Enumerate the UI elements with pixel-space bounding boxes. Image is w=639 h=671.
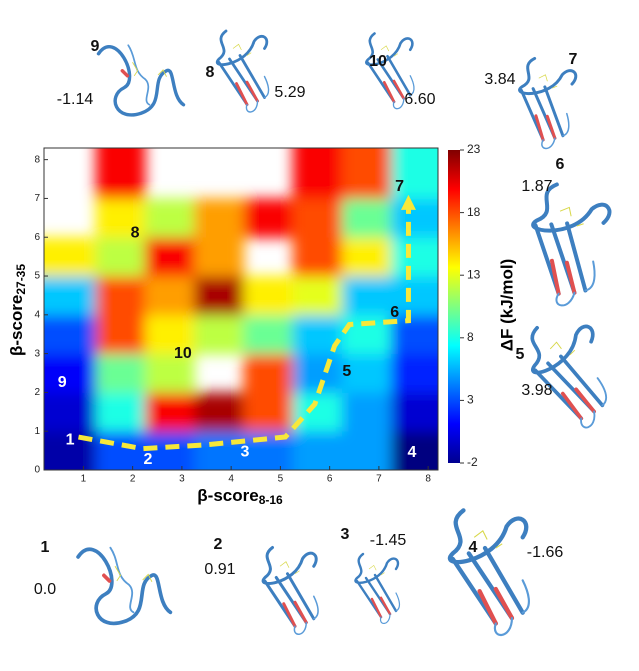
heatmap-cell: [194, 392, 244, 431]
figure: ΔF (kJ/mol) β-score8-16 β-score27-35 123…: [0, 0, 639, 671]
x-tick-label: 5: [278, 474, 284, 485]
x-axis-label: β-score8-16: [197, 486, 283, 507]
colorbar-tick-label: 8: [467, 330, 474, 344]
colorbar-tick-label: 3: [467, 393, 474, 407]
structure-label: 6: [556, 156, 565, 173]
y-tick-label: 1: [34, 426, 40, 437]
heatmap-cell: [194, 315, 244, 354]
heatmap-cell: [96, 315, 146, 354]
x-tick-label: 7: [376, 474, 382, 485]
structure-label: 3: [341, 526, 350, 543]
colorbar-tick-label: 23: [467, 142, 481, 156]
state-label: 4: [407, 444, 416, 461]
heatmap-cell: [243, 198, 293, 237]
state-label: 7: [395, 178, 404, 195]
heatmap-cell: [293, 354, 343, 393]
y-tick-label: 3: [34, 348, 40, 359]
structure-energy: 5.29: [274, 84, 305, 101]
heatmap-cell: [194, 198, 244, 237]
structure-label: 9: [91, 38, 100, 55]
state-label: 2: [143, 451, 152, 468]
state-label: 8: [131, 225, 140, 242]
heatmap-cell: [293, 237, 343, 276]
y-tick-label: 7: [34, 193, 40, 204]
y-tick-label: 5: [34, 271, 40, 282]
x-tick-label: 3: [179, 474, 185, 485]
heatmap-cell: [391, 121, 490, 199]
heatmap-cell: [391, 354, 490, 393]
structure-label: 8: [206, 64, 215, 81]
y-axis-label: β-score27-35: [7, 264, 28, 356]
heatmap-cell: [243, 276, 293, 315]
heatmap-cell: [342, 121, 392, 199]
state-label: 10: [174, 345, 192, 362]
heatmap-cell: [96, 237, 146, 276]
heatmap-cell: [293, 392, 343, 431]
structure-label: 4: [469, 539, 478, 556]
heatmap-cell: [0, 354, 96, 393]
y-tick-label: 2: [34, 387, 40, 398]
heatmap-cell: [342, 198, 392, 237]
state-label: 1: [66, 431, 75, 448]
colorbar-label: ΔF (kJ/mol): [497, 259, 516, 352]
heatmap-cell: [293, 198, 343, 237]
state-label: 6: [390, 304, 399, 321]
structure-energy: -1.14: [57, 91, 94, 108]
y-tick-label: 0: [34, 465, 40, 476]
heatmap-cell: [145, 392, 195, 431]
heatmap-cell: [194, 237, 244, 276]
x-axis-label-sub: 8-16: [259, 493, 283, 507]
structure-label: 1: [41, 539, 50, 556]
structure-energy: 3.98: [521, 382, 552, 399]
heatmap-cell: [96, 121, 146, 199]
colorbar-tick-label: -2: [467, 455, 478, 469]
structure-energy: 3.84: [484, 71, 515, 88]
structure-energy: 6.60: [404, 91, 435, 108]
structure-label: 5: [516, 346, 525, 363]
colorbar: [448, 150, 460, 463]
heatmap-cell: [96, 354, 146, 393]
heatmap-cell: [243, 354, 293, 393]
state-label: 3: [240, 443, 249, 460]
state-label: 5: [342, 363, 351, 380]
structure-energy: 1.87: [521, 178, 552, 195]
x-tick-label: 8: [425, 474, 431, 485]
structure-label: 2: [214, 536, 223, 553]
y-tick-label: 4: [34, 309, 40, 320]
x-tick-label: 6: [327, 474, 333, 485]
structure-energy: 0.91: [204, 561, 235, 578]
y-axis-label-main: β-score: [7, 295, 26, 356]
heatmap-cell: [342, 276, 392, 315]
structure-energy: 0.0: [34, 581, 56, 598]
heatmap-cell: [0, 392, 96, 431]
heatmap-cell: [342, 237, 392, 276]
heatmap-cell: [145, 276, 195, 315]
structure-energy: -1.45: [370, 532, 407, 549]
heatmap-cell: [342, 392, 392, 431]
x-tick-label: 4: [228, 474, 234, 485]
heatmap-cell: [243, 315, 293, 354]
colorbar-tick-label: 13: [467, 267, 481, 281]
heatmap-cell: [391, 392, 490, 431]
x-axis-label-main: β-score: [197, 486, 258, 505]
y-tick-label: 8: [34, 154, 40, 165]
structure-label: 7: [569, 51, 578, 68]
heatmap-cell: [96, 276, 146, 315]
structure-energy: -1.66: [527, 544, 564, 561]
state-label: 9: [58, 374, 67, 391]
x-tick-label: 2: [130, 474, 136, 485]
heatmap-cell: [145, 198, 195, 237]
x-tick-label: 1: [81, 474, 87, 485]
y-tick-label: 6: [34, 232, 40, 243]
heatmap-cell: [293, 121, 343, 199]
heatmap-cell: [243, 392, 293, 431]
heatmap-cell: [293, 276, 343, 315]
structure-label: 10: [369, 53, 387, 70]
heatmap-cell: [194, 276, 244, 315]
y-axis-label-sub: 27-35: [14, 264, 28, 295]
heatmap-cell: [96, 392, 146, 431]
heatmap-cell: [145, 237, 195, 276]
colorbar-tick-label: 18: [467, 205, 481, 219]
